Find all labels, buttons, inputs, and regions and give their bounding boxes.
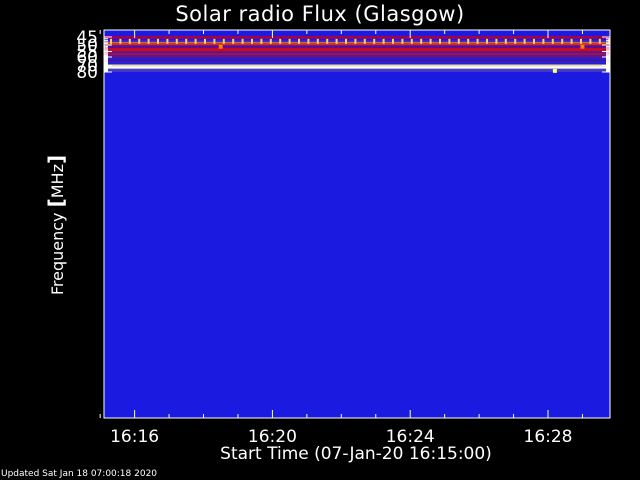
band-comb-mark <box>307 38 310 44</box>
y-tick-label: 45 <box>76 28 98 48</box>
band-comb-mark <box>523 38 526 44</box>
chart-title: Solar radio Flux (Glasgow) <box>175 2 465 26</box>
band-comb-mark <box>580 38 582 44</box>
band-comb-mark <box>316 38 319 44</box>
x-tick-label: 16:28 <box>524 427 573 447</box>
band-comb-mark <box>128 38 131 44</box>
frequency-band-core <box>104 66 610 69</box>
band-comb-mark <box>410 38 413 44</box>
band-comb-mark <box>533 38 535 44</box>
band-comb-mark <box>457 38 460 44</box>
band-comb-mark <box>204 38 206 44</box>
y-tick-label: 50 <box>76 36 98 56</box>
signal-spot <box>552 68 557 73</box>
y-tick-label: 60 <box>76 48 98 68</box>
band-comb-mark <box>486 38 488 44</box>
frequency-band <box>104 35 610 39</box>
spectrogram-background <box>104 30 610 418</box>
band-comb-mark <box>260 38 263 44</box>
band-comb-mark <box>335 38 338 44</box>
band-comb-mark <box>175 38 178 44</box>
x-tick-label: 16:20 <box>248 427 297 447</box>
band-comb-mark <box>467 38 470 44</box>
band-comb-mark <box>326 38 329 44</box>
band-comb-mark <box>213 38 216 44</box>
plot-area <box>104 30 611 418</box>
frequency-band <box>104 61 610 64</box>
band-comb-mark <box>138 38 141 44</box>
plot-frame <box>103 29 611 419</box>
frequency-band <box>104 54 610 58</box>
band-comb-mark <box>185 38 188 44</box>
band-comb-mark <box>110 38 112 44</box>
frequency-band <box>104 69 610 72</box>
x-tick-label: 16:16 <box>110 427 159 447</box>
band-comb-mark <box>401 38 404 44</box>
band-comb-mark <box>608 38 611 44</box>
y-tick-label: 55 <box>76 43 98 63</box>
frequency-band <box>104 59 610 63</box>
y-tick-label: 80 <box>76 63 98 83</box>
band-comb-mark <box>439 38 441 44</box>
band-comb-mark <box>222 38 225 44</box>
band-comb-mark <box>504 38 507 44</box>
band-comb-mark <box>589 38 592 44</box>
band-comb-mark <box>119 38 122 44</box>
band-comb-mark <box>232 38 235 44</box>
signal-spot <box>580 44 585 49</box>
x-axis-label: Start Time (07-Jan-20 16:15:00) <box>220 444 492 464</box>
band-comb-mark <box>147 38 150 44</box>
frequency-band <box>104 46 610 50</box>
band-comb-mark <box>448 38 451 44</box>
y-axis-unit: MHz <box>48 164 67 199</box>
frequency-band <box>104 40 610 43</box>
band-comb-mark <box>542 38 545 44</box>
band-comb-mark <box>420 38 423 44</box>
band-comb-mark <box>354 38 357 44</box>
signal-spot <box>218 44 223 49</box>
band-comb-mark <box>345 38 347 44</box>
band-comb-mark <box>570 38 573 44</box>
band-comb-mark <box>392 38 394 44</box>
band-comb-mark <box>382 38 385 44</box>
band-comb-mark <box>561 38 564 44</box>
band-comb-mark <box>551 38 554 44</box>
band-comb-mark <box>373 38 376 44</box>
band-comb-mark <box>495 38 498 44</box>
band-comb-mark <box>476 38 479 44</box>
band-comb-mark <box>241 38 244 44</box>
band-comb-mark <box>288 38 291 44</box>
band-comb-mark <box>166 38 169 44</box>
band-comb-mark <box>514 38 517 44</box>
band-comb-mark <box>194 38 197 44</box>
band-comb-mark <box>429 38 432 44</box>
frequency-band <box>104 51 610 55</box>
band-comb-mark <box>598 38 601 44</box>
frequency-band <box>104 58 610 61</box>
band-comb-mark <box>251 38 253 44</box>
y-axis-label: Frequency [MHz] <box>44 154 68 296</box>
frequency-band <box>104 68 610 71</box>
band-comb-mark <box>279 38 282 44</box>
band-comb-mark <box>269 38 272 44</box>
y-tick-label: 70 <box>76 57 98 77</box>
band-comb-mark <box>298 38 300 44</box>
band-comb-mark <box>157 38 159 44</box>
updated-timestamp: Updated Sat Jan 18 07:00:18 2020 <box>1 469 158 479</box>
x-tick-label: 16:24 <box>386 427 435 447</box>
band-comb-mark <box>363 38 366 44</box>
